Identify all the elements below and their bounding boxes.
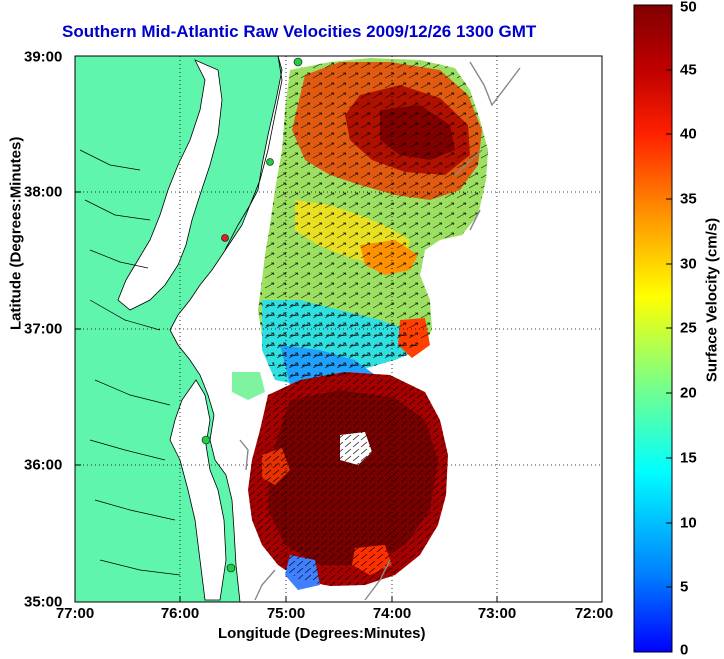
x-tick-label: 73:00: [477, 605, 517, 622]
y-tick-label: 37:00: [24, 320, 63, 338]
chart-title: Southern Mid-Atlantic Raw Velocities 200…: [62, 22, 537, 41]
y-tick-label: 38:00: [24, 183, 63, 201]
land-mass: [75, 56, 283, 602]
x-tick-label: 77:00: [55, 605, 95, 622]
colorbar-tick-label: 50: [680, 0, 697, 16]
x-tick-label: 74:00: [372, 605, 412, 622]
y-axis-label: Latitude (Degrees:Minutes): [7, 136, 25, 330]
shelf-contour: [239, 61, 521, 601]
colorbar-label: Surface Velocity (cm/s): [703, 217, 721, 383]
colorbar-tick-label: 15: [680, 449, 697, 467]
y-tick-label: 36:00: [24, 456, 63, 474]
map-grid: [75, 56, 602, 602]
y-tick-label: 39:00: [24, 48, 63, 66]
station-marker: [201, 435, 211, 445]
x-tick-label: 75:00: [266, 605, 306, 622]
colorbar-tick-label: 35: [680, 190, 697, 208]
x-tick-label: 72:00: [574, 605, 614, 622]
colorbar-tick-label: 30: [680, 255, 697, 273]
velocity-vectors-north: [258, 58, 488, 385]
colorbar-tick-label: 40: [680, 125, 697, 143]
velocity-vectors-south: [248, 372, 448, 586]
colorbar-tick-label: 0: [680, 641, 689, 659]
station-markers: [201, 57, 303, 573]
colorbar-tick-label: 5: [680, 578, 689, 596]
station-marker: [226, 563, 236, 573]
station-marker: [266, 158, 274, 166]
y-tick-label: 35:00: [24, 593, 63, 611]
station-marker: [221, 234, 229, 242]
x-axis-label: Longitude (Degrees:Minutes): [218, 625, 426, 642]
colorbar-tick-label: 10: [680, 514, 697, 532]
colorbar: [633, 4, 673, 653]
x-tick-label: 76:00: [160, 605, 200, 622]
chesapeake-bay: [117, 59, 223, 311]
station-marker: [293, 57, 303, 67]
delmarva-coast: [224, 56, 283, 251]
colorbar-tick-label: 20: [680, 384, 697, 402]
colorbar-tick-label: 25: [680, 319, 697, 337]
colorbar-tick-label: 45: [680, 61, 697, 79]
